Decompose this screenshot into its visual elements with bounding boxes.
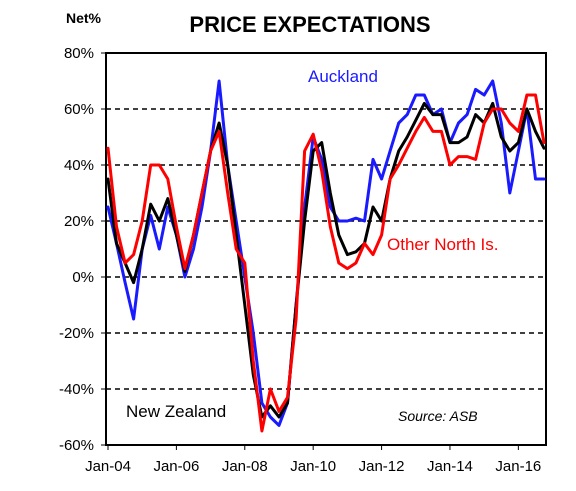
y-tick-label: 80% — [64, 45, 94, 62]
y-tick-label: 20% — [64, 213, 94, 230]
y-tick-label: 60% — [64, 101, 94, 118]
y-tick-label: -20% — [59, 325, 94, 342]
y-tick-label: 0% — [72, 269, 94, 286]
x-tick-label: Jan-12 — [359, 458, 405, 475]
chart-title: PRICE EXPECTATIONS — [189, 12, 430, 37]
source-note: Source: ASB — [398, 408, 478, 424]
y-tick-label: -60% — [59, 437, 94, 454]
x-tick-label: Jan-06 — [153, 458, 199, 475]
x-tick-label: Jan-16 — [495, 458, 541, 475]
annotation-auckland: Auckland — [308, 67, 378, 86]
annotation-other-north: Other North Is. — [387, 235, 498, 254]
x-tick-label: Jan-10 — [290, 458, 336, 475]
series-lines — [106, 79, 546, 433]
unit-label: Net% — [66, 10, 102, 26]
plot-frame — [105, 52, 547, 446]
series-line-other-north-is — [106, 93, 546, 433]
annotation-new-zealand: New Zealand — [126, 402, 226, 421]
x-axis-ticks: Jan-04 Jan-06 Jan-08 Jan-10 Jan-12 Jan-14 Jan-… — [85, 445, 541, 475]
x-tick-label: Jan-08 — [222, 458, 268, 475]
x-tick-label: Jan-14 — [427, 458, 473, 475]
y-tick-label: 40% — [64, 157, 94, 174]
y-axis-ticks: 80% 60% 40% 20% 0% -20% -40% -60% — [59, 45, 106, 454]
y-tick-label: -40% — [59, 381, 94, 398]
x-tick-label: Jan-04 — [85, 458, 131, 475]
